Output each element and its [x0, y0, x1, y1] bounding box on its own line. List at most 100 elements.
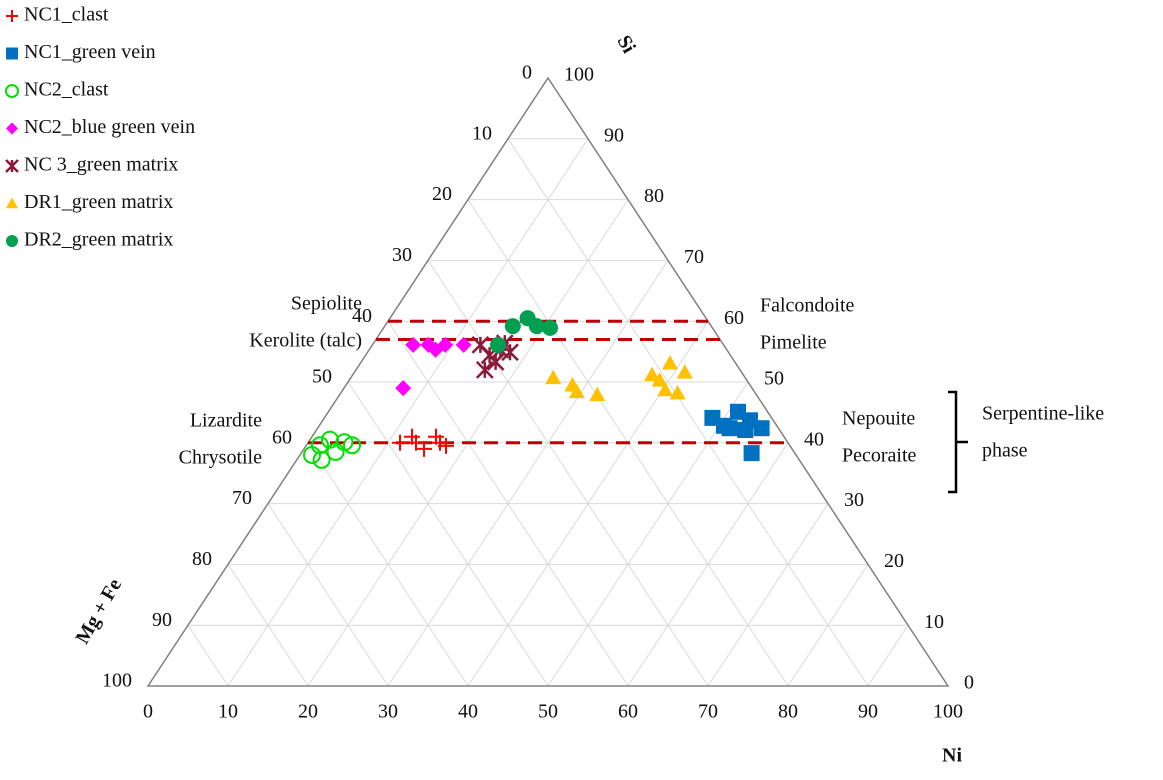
- mgfe-tick-label: 90: [152, 609, 172, 631]
- annotation: Sepiolite: [291, 293, 362, 315]
- si-tick-label: 30: [844, 489, 864, 511]
- data-point: [676, 364, 693, 379]
- legend-marker: [5, 159, 19, 173]
- mgfe-tick-label: 20: [432, 183, 452, 205]
- grid-line: [307, 442, 469, 687]
- data-point: [737, 422, 754, 439]
- data-point: [662, 355, 678, 370]
- ni-tick-label: 50: [538, 701, 558, 723]
- data-point: [395, 380, 412, 397]
- ni-tick-label: 90: [858, 701, 878, 723]
- data-point: [405, 336, 422, 353]
- legend-label: NC2_blue green vein: [24, 116, 195, 138]
- ni-tick-label: 40: [458, 701, 478, 723]
- legend-marker: [6, 197, 18, 209]
- legend-label: NC 3_green matrix: [24, 154, 178, 176]
- si-tick-label: 0: [964, 672, 974, 694]
- legend-marker: [6, 10, 18, 22]
- mgfe-tick-label: 70: [232, 487, 252, 509]
- ni-tick-label: 60: [618, 701, 638, 723]
- si-tick-label: 40: [804, 428, 824, 450]
- si-tick-label: 80: [644, 185, 664, 207]
- data-point: [303, 445, 321, 464]
- legend-label: NC2_clast: [24, 79, 109, 101]
- legend-label: DR2_green matrix: [24, 229, 173, 251]
- si-tick-label: 50: [764, 368, 784, 390]
- grid-line: [707, 503, 829, 687]
- ni-tick-label: 80: [778, 701, 798, 723]
- si-tick-label: 10: [924, 611, 944, 633]
- mgfe-tick-label: 30: [392, 244, 412, 266]
- grid-line: [227, 564, 309, 687]
- data-point: [657, 381, 674, 397]
- annotation: Serpentine-like: [982, 403, 1104, 425]
- data-point: [545, 369, 562, 385]
- data-point: [753, 420, 770, 437]
- annotation: Falcondoite: [760, 295, 855, 317]
- axis-title-right: Ni: [942, 745, 962, 767]
- legend-label: NC1_green vein: [24, 41, 156, 63]
- si-tick-label: 20: [884, 550, 904, 572]
- data-point: [392, 434, 408, 451]
- si-tick-label: 100: [564, 64, 594, 86]
- grid-line: [227, 138, 589, 687]
- data-point: [455, 336, 472, 353]
- data-point: [321, 430, 339, 449]
- data-point: [528, 318, 545, 335]
- si-tick-label: 60: [724, 307, 744, 329]
- data-point: [568, 383, 585, 399]
- bracket: [948, 390, 968, 494]
- data-point: [669, 384, 686, 400]
- annotation: Pimelite: [760, 332, 827, 354]
- data-point: [644, 366, 660, 382]
- data-point: [312, 450, 331, 469]
- triangle: [146, 76, 950, 687]
- grid-line: [387, 260, 669, 687]
- data-point: [326, 442, 345, 461]
- grid-line: [347, 381, 549, 687]
- ni-tick-label: 100: [933, 701, 963, 723]
- si-tick-label: 70: [684, 246, 704, 268]
- data-point: [542, 319, 558, 336]
- data-point: [427, 341, 444, 358]
- annotation: Lizardite: [190, 410, 262, 432]
- data-point: [589, 386, 606, 402]
- grid-line: [427, 260, 709, 687]
- data-point: [651, 372, 668, 387]
- mgfe-tick-label: 50: [312, 366, 332, 388]
- legend-label: NC1_clast: [24, 4, 109, 26]
- ni-tick-label: 30: [378, 701, 398, 723]
- axis-title-left: Mg + Fe: [71, 575, 126, 648]
- legend-label: DR1_green matrix: [24, 191, 173, 213]
- data-point: [416, 440, 432, 457]
- data-point: [504, 318, 521, 335]
- legend-marker: [6, 47, 18, 60]
- annotation: Chrysotile: [179, 447, 262, 469]
- ni-tick-label: 20: [298, 701, 318, 723]
- mgfe-tick-label: 0: [522, 62, 532, 84]
- mgfe-tick-label: 60: [272, 426, 292, 448]
- grid-line: [547, 381, 749, 687]
- annotation: Pecoraite: [842, 445, 917, 467]
- legend-marker: [5, 84, 19, 98]
- grid-line: [267, 503, 389, 687]
- mgfe-tick-label: 40: [352, 305, 372, 327]
- grid-line: [867, 624, 909, 687]
- annotation: Kerolite (talc): [249, 330, 362, 352]
- ni-tick-label: 10: [218, 701, 238, 723]
- legend-marker: [6, 235, 18, 247]
- grid-line: [387, 320, 629, 687]
- data-point: [475, 360, 494, 379]
- data-point: [343, 436, 361, 455]
- mgfe-tick-label: 100: [102, 670, 132, 692]
- data-point: [721, 420, 738, 437]
- mgfe-tick-label: 80: [192, 548, 212, 570]
- data-point: [486, 353, 505, 371]
- data-point: [743, 445, 760, 462]
- annotation: phase: [982, 440, 1028, 462]
- legend-marker: [6, 122, 18, 135]
- ni-tick-label: 0: [143, 701, 153, 723]
- annotation: Nepouite: [842, 408, 915, 430]
- ni-tick-label: 70: [698, 701, 718, 723]
